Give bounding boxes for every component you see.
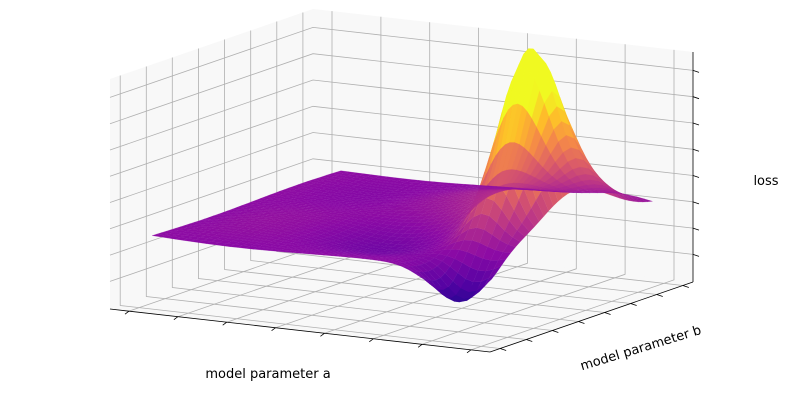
y-tick — [552, 330, 559, 333]
y-tick — [630, 303, 637, 306]
loss-surface — [152, 48, 653, 303]
grid-line-loss — [109, 79, 694, 151]
z-tick — [692, 70, 700, 73]
y-tick — [578, 321, 585, 324]
x-tick — [271, 327, 276, 332]
z-tick — [692, 148, 700, 152]
x-tick — [124, 310, 130, 315]
grid-lines — [109, 11, 694, 351]
z-axis-label: loss — [753, 174, 778, 189]
surface-patch — [639, 198, 653, 202]
x-tick — [417, 344, 423, 348]
grid-line-b — [145, 66, 527, 340]
grid-line-b — [197, 48, 579, 322]
grid-line-b — [276, 21, 657, 295]
x-axis-label: model parameter a — [205, 367, 330, 382]
grid-line-loss — [109, 53, 694, 125]
grid-line-loss — [109, 26, 694, 98]
grid-line-b — [224, 39, 605, 313]
z-tick — [692, 96, 700, 100]
y-tick — [656, 294, 663, 297]
x-axis-line — [109, 308, 491, 353]
z-tick — [692, 227, 700, 231]
y-tick — [682, 285, 689, 288]
grid-line-b — [119, 75, 501, 349]
z-tick — [692, 175, 700, 178]
x-tick — [466, 349, 472, 354]
y-tick — [500, 348, 507, 351]
z-tick — [692, 201, 700, 205]
x-tick — [222, 321, 227, 326]
x-tick — [320, 332, 325, 337]
grid-line-a — [373, 38, 577, 340]
x-tick — [173, 316, 179, 320]
y-tick — [604, 312, 611, 315]
x-tick — [369, 338, 374, 343]
y-tick — [526, 339, 533, 342]
z-tick — [692, 254, 700, 257]
grid-line-b — [250, 30, 631, 304]
grid-line-a — [421, 44, 626, 345]
y-axis-label: model parameter b — [579, 323, 704, 374]
axis-lines — [109, 52, 700, 354]
grid-line-b — [171, 57, 553, 331]
y-axis-line — [489, 281, 694, 353]
grid-line-a — [470, 49, 675, 351]
z-tick — [692, 122, 700, 126]
